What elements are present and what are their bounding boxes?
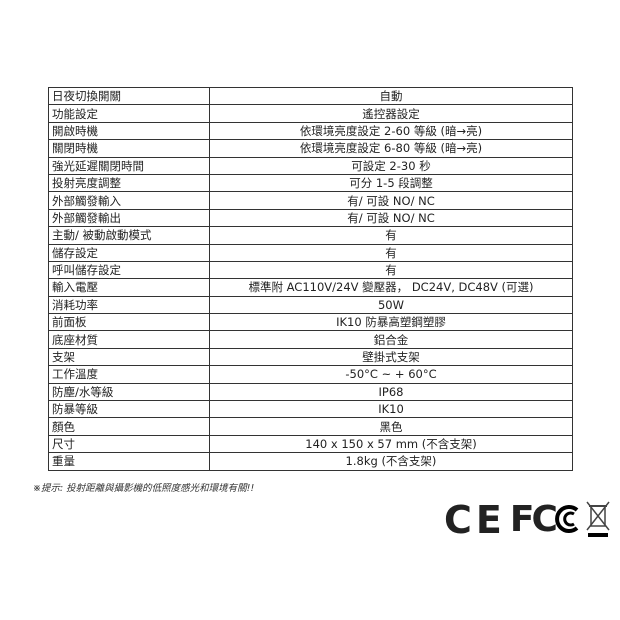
- spec-row: 重量 1.8kg (不含支架): [48, 452, 573, 471]
- ce-logo: CE: [444, 498, 506, 542]
- spec-value: IP68: [209, 382, 573, 402]
- spec-value: -50°C ~ + 60°C: [209, 365, 573, 384]
- spec-row: 輸入電壓 標準附 AC110V/24V 變壓器， DC24V, DC48V (可選…: [48, 278, 573, 297]
- spec-row: 消耗功率 50W: [48, 295, 573, 315]
- spec-value: 有: [209, 226, 573, 245]
- spec-row: 儲存設定有: [48, 243, 573, 262]
- spec-value: 鋁合金: [209, 330, 573, 349]
- spec-label: 功能設定: [48, 104, 210, 123]
- spec-value: 50W: [209, 295, 573, 315]
- spec-value: IK10 防暴高塑鋼塑膠: [209, 313, 573, 332]
- spec-value: 1.8kg (不含支架): [209, 452, 573, 471]
- spec-row: 顏色 黑色: [48, 417, 573, 436]
- spec-value: 可分 1-5 段調整: [209, 173, 573, 193]
- spec-label: 前面板: [48, 313, 210, 332]
- spec-label: 儲存設定: [48, 243, 210, 262]
- spec-row: 防暴等級 IK10: [48, 400, 573, 419]
- spec-row: 強光延遲關閉時間 可設定 2-30 秒: [48, 156, 573, 175]
- certification-logos: CE FC: [444, 500, 611, 540]
- spec-label: 外部觸發輸出: [48, 208, 210, 228]
- spec-label: 工作溫度: [48, 365, 210, 384]
- spec-label: 防塵/水等級: [48, 382, 210, 402]
- spec-label: 顏色: [48, 417, 210, 436]
- spec-value: IK10: [209, 400, 573, 419]
- spec-label: 投射亮度調整: [48, 173, 210, 193]
- spec-label: 消耗功率: [48, 295, 210, 315]
- spec-value: 有: [209, 260, 573, 280]
- spec-label: 主動/ 被動啟動模式: [48, 226, 210, 245]
- spec-row: 外部觸發輸入 有/ 可設 NO/ NC: [48, 191, 573, 210]
- spec-label: 外部觸發輸入: [48, 191, 210, 210]
- spec-label: 尺寸: [48, 434, 210, 454]
- spec-label: 關閉時機: [48, 139, 210, 158]
- spec-value: 有/ 可設 NO/ NC: [209, 191, 573, 210]
- spec-label: 底座材質: [48, 330, 210, 349]
- spec-label: 重量: [48, 452, 210, 471]
- spec-value: 140 x 150 x 57 mm (不含支架): [209, 434, 573, 454]
- spec-label: 開啟時機: [48, 121, 210, 141]
- spec-row: 支架 壁掛式支架: [48, 347, 573, 367]
- spec-value: 依環境亮度設定 2-60 等級 (暗→亮): [209, 121, 573, 141]
- spec-label: 強光延遲關閉時間: [48, 156, 210, 175]
- spec-row: 工作溫度 -50°C ~ + 60°C: [48, 365, 573, 384]
- spec-row: 外部觸發輸出 有/ 可設 NO/ NC: [48, 208, 573, 228]
- spec-row: 主動/ 被動啟動模式有: [48, 226, 573, 245]
- note-text: ※提示: 投射距離與攝影機的低照度感光和環境有關!!: [33, 483, 255, 494]
- spec-label: 日夜切換開關: [48, 86, 210, 106]
- spec-value: 標準附 AC110V/24V 變壓器， DC24V, DC48V (可選): [209, 278, 573, 297]
- spec-value: 依環境亮度設定 6-80 等級 (暗→亮): [209, 139, 573, 158]
- spec-label: 防暴等級: [48, 400, 210, 419]
- spec-row: 呼叫儲存設定有: [48, 260, 573, 280]
- spec-label: 輸入電壓: [48, 278, 210, 297]
- spec-value: 可設定 2-30 秒: [209, 156, 573, 175]
- spec-row: 關閉時機 依環境亮度設定 6-80 等級 (暗→亮): [48, 139, 573, 158]
- fcc-logo: FC: [510, 500, 581, 540]
- spec-row: 投射亮度調整 可分 1-5 段調整: [48, 173, 573, 193]
- spec-row: 尺寸 140 x 150 x 57 mm (不含支架): [48, 434, 573, 454]
- spec-value: 自動: [209, 86, 573, 106]
- spec-value: 黑色: [209, 417, 573, 436]
- spec-value: 有/ 可設 NO/ NC: [209, 208, 573, 228]
- spec-row: 日夜切換開關 自動: [48, 86, 573, 106]
- spec-value: 有: [209, 243, 573, 262]
- spec-row: 前面板 IK10 防暴高塑鋼塑膠: [48, 313, 573, 332]
- spec-value: 遙控器設定: [209, 104, 573, 123]
- spec-row: 防塵/水等級 IP68: [48, 382, 573, 402]
- spec-label: 呼叫儲存設定: [48, 260, 210, 280]
- weee-bin-icon: [586, 501, 610, 537]
- spec-value: 壁掛式支架: [209, 347, 573, 367]
- spec-table: 日夜切換開關 自動 功能設定 遙控器設定 開啟時機 依環境亮度設定 2-60 等級 (暗→…: [48, 86, 573, 471]
- spec-row: 功能設定 遙控器設定: [48, 104, 573, 123]
- spec-row: 底座材質 鋁合金: [48, 330, 573, 349]
- spec-label: 支架: [48, 347, 210, 367]
- spec-row: 開啟時機 依環境亮度設定 2-60 等級 (暗→亮): [48, 121, 573, 141]
